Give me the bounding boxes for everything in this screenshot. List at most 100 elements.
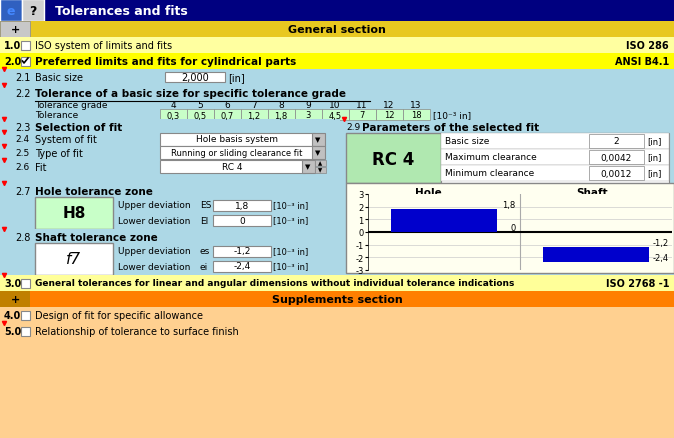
Bar [0, 184, 340, 230]
Bar [441, 134, 669, 184]
Bar [0, 0, 674, 22]
Bar [589, 151, 644, 165]
Text: RC 4: RC 4 [222, 162, 242, 171]
Text: 1.0: 1.0 [4, 41, 22, 51]
Text: Hole basis system: Hole basis system [196, 135, 278, 144]
Bar [0, 339, 674, 438]
Bar [213, 247, 271, 258]
Bar [302, 161, 315, 173]
Text: [in]: [in] [228, 73, 245, 83]
Text: H8: H8 [62, 206, 86, 221]
Text: Minimum clearance: Minimum clearance [445, 169, 534, 178]
Text: [in]: [in] [647, 169, 661, 178]
Text: Lower deviation: Lower deviation [118, 262, 190, 271]
Text: 2.7: 2.7 [15, 187, 30, 197]
Text: ANSI B4.1: ANSI B4.1 [615, 57, 669, 67]
Bar [0, 276, 674, 291]
Text: 7: 7 [359, 111, 365, 120]
Text: Shaft tolerance zone: Shaft tolerance zone [35, 233, 158, 243]
Text: 0,5: 0,5 [193, 111, 206, 120]
Bar [589, 135, 644, 148]
Text: General tolerances for linear and angular dimensions without individual toleranc: General tolerances for linear and angula… [35, 279, 514, 288]
Text: 2.3: 2.3 [15, 123, 30, 133]
Text: 3: 3 [305, 111, 311, 120]
Text: ?: ? [29, 4, 36, 18]
Text: 0,0042: 0,0042 [601, 153, 632, 162]
Text: Upper deviation: Upper deviation [118, 201, 191, 210]
Bar [241, 110, 268, 121]
Text: 2: 2 [613, 137, 619, 146]
Text: -2,4: -2,4 [233, 262, 251, 271]
Text: 7: 7 [251, 101, 257, 110]
Bar [213, 215, 271, 226]
Text: 2.2: 2.2 [15, 89, 30, 99]
Bar [268, 110, 295, 121]
Text: Supplements section: Supplements section [272, 294, 402, 304]
Bar [295, 110, 322, 121]
Bar [160, 134, 315, 147]
Text: 1,8: 1,8 [502, 201, 516, 210]
Text: ▼: ▼ [315, 150, 321, 155]
Text: 1,2: 1,2 [247, 111, 261, 120]
Bar [22, 0, 44, 22]
Text: ES: ES [200, 201, 212, 210]
Text: 11: 11 [357, 101, 368, 110]
Text: 10: 10 [330, 101, 341, 110]
Text: 2.0: 2.0 [4, 57, 22, 67]
Bar [21, 42, 30, 51]
Text: f7: f7 [67, 252, 82, 267]
Text: [10⁻³ in]: [10⁻³ in] [273, 247, 308, 256]
Bar [346, 134, 441, 184]
Text: Maximum clearance: Maximum clearance [445, 153, 537, 162]
Bar [160, 147, 315, 159]
Text: 0,0012: 0,0012 [601, 169, 632, 178]
Bar [21, 58, 30, 67]
Text: -1,2: -1,2 [653, 239, 669, 247]
Bar [0, 70, 674, 86]
Text: Fit: Fit [35, 162, 47, 173]
Bar [21, 311, 30, 320]
Text: RC 4: RC 4 [372, 151, 415, 169]
Bar [441, 166, 669, 182]
Text: 0,7: 0,7 [220, 111, 234, 120]
Text: ▼: ▼ [315, 137, 321, 143]
Text: 6: 6 [224, 101, 230, 110]
Bar [403, 110, 430, 121]
Text: 8: 8 [278, 101, 284, 110]
Text: Relationship of tolerance to surface finish: Relationship of tolerance to surface fin… [35, 326, 239, 336]
Text: 1,8: 1,8 [274, 111, 288, 120]
Text: System of fit: System of fit [35, 135, 97, 145]
Bar [35, 244, 113, 276]
Text: Parameters of the selected fit: Parameters of the selected fit [362, 123, 539, 133]
Bar [187, 110, 214, 121]
Text: Design of fit for specific allowance: Design of fit for specific allowance [35, 310, 203, 320]
Text: [in]: [in] [647, 153, 661, 162]
Text: Tolerances and fits: Tolerances and fits [55, 4, 188, 18]
Text: ▼: ▼ [318, 168, 322, 173]
Bar [0, 22, 30, 38]
Bar [165, 73, 225, 83]
Text: 5.0: 5.0 [4, 326, 22, 336]
Bar [589, 166, 644, 180]
Text: [10⁻³ in]: [10⁻³ in] [273, 201, 308, 210]
Text: Tolerance: Tolerance [35, 111, 78, 120]
Text: 0,3: 0,3 [166, 111, 180, 120]
Bar [349, 110, 376, 121]
Bar [312, 134, 325, 147]
Text: [in]: [in] [647, 137, 661, 146]
Text: es: es [200, 247, 210, 256]
Text: 4.0: 4.0 [4, 310, 22, 320]
Text: Running or sliding clearance fit: Running or sliding clearance fit [171, 148, 303, 157]
Text: 2.4: 2.4 [15, 135, 29, 144]
Text: 18: 18 [410, 111, 421, 120]
Bar [0, 307, 674, 323]
Bar [543, 247, 649, 263]
Bar [0, 0, 22, 22]
Bar [376, 110, 403, 121]
Text: Selection of fit: Selection of fit [35, 123, 122, 133]
Bar [21, 279, 30, 288]
Bar [346, 184, 674, 273]
Bar [0, 54, 674, 70]
Text: 1,8: 1,8 [235, 201, 249, 210]
Text: ▲: ▲ [318, 161, 322, 166]
